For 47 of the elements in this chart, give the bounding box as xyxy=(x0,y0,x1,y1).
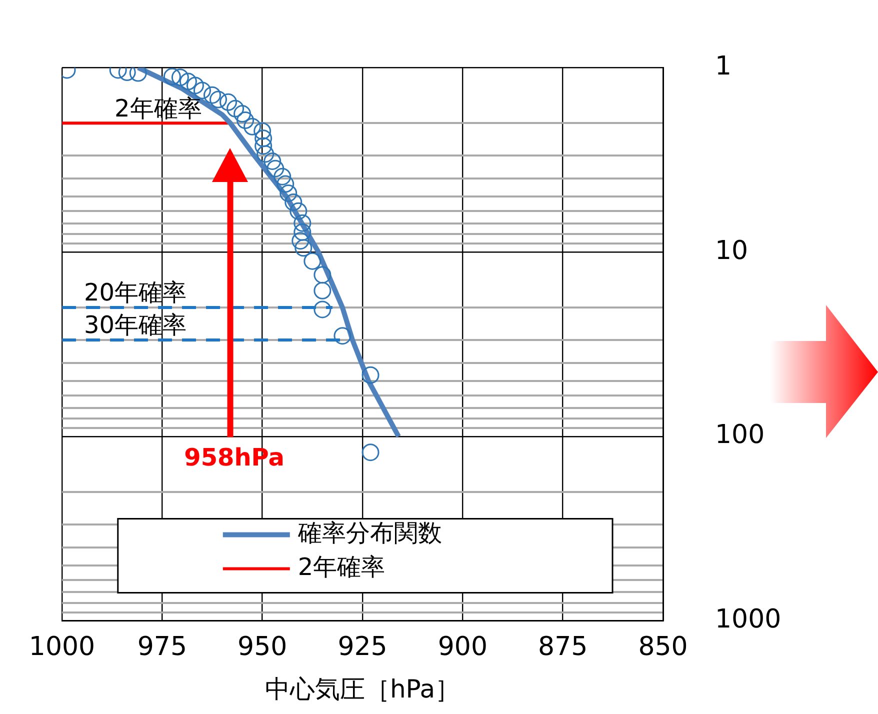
point xyxy=(276,175,294,193)
point xyxy=(314,282,332,300)
point xyxy=(362,366,380,384)
point xyxy=(294,239,312,257)
point xyxy=(254,130,272,148)
point xyxy=(244,118,262,136)
legend-label: 2年確率 xyxy=(298,553,386,582)
point xyxy=(234,105,252,123)
y-tick-label: 1000 xyxy=(715,604,782,635)
point xyxy=(280,184,298,202)
x-tick-label: 925 xyxy=(338,632,388,662)
point xyxy=(256,145,274,163)
y-tick-label: 10 xyxy=(715,236,748,266)
point xyxy=(254,122,272,140)
point xyxy=(264,152,282,170)
point xyxy=(290,202,308,220)
point xyxy=(266,160,284,178)
point xyxy=(236,112,254,130)
point xyxy=(294,214,312,232)
x-tick-label: 975 xyxy=(137,632,187,662)
legend-label: 確率分布関数 xyxy=(296,519,442,548)
point xyxy=(171,68,189,86)
point xyxy=(186,76,204,94)
point xyxy=(314,266,332,284)
x-tick-label: 900 xyxy=(438,632,488,662)
y-tick-label: 100 xyxy=(715,420,765,450)
point xyxy=(294,223,312,241)
point xyxy=(314,300,332,318)
x-tick-label: 850 xyxy=(638,632,688,662)
point xyxy=(292,232,310,250)
point xyxy=(284,193,302,211)
point xyxy=(226,100,244,118)
x-tick-label: 875 xyxy=(538,632,588,662)
x-tick-label: 1000 xyxy=(28,632,96,662)
point xyxy=(220,93,238,111)
point xyxy=(204,86,221,104)
point xyxy=(210,90,228,108)
point xyxy=(163,68,181,86)
point xyxy=(179,72,197,90)
point xyxy=(304,252,322,270)
point xyxy=(334,327,352,345)
x-axis-title: 中心気圧［hPa］ xyxy=(264,674,460,704)
point xyxy=(274,168,292,186)
x-tick-label: 950 xyxy=(238,632,288,662)
point xyxy=(254,137,272,155)
point xyxy=(362,444,380,462)
y-tick-label: 1 xyxy=(715,51,732,82)
